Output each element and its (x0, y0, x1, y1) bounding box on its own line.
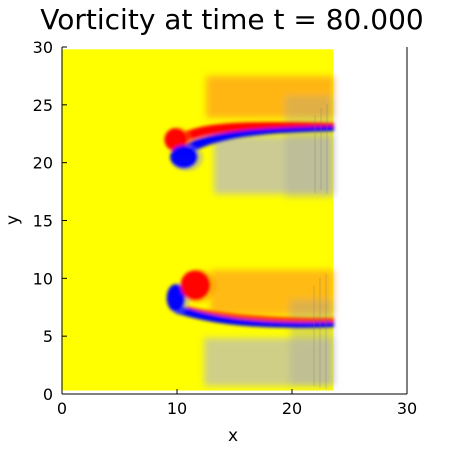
lower-blue-shear (176, 304, 334, 328)
y-tick-label: 15 (33, 212, 53, 231)
y-tick-label: 30 (33, 38, 53, 57)
lower-right-gray (290, 300, 334, 386)
x-ticks: 0 10 20 30 (57, 389, 417, 418)
shear-layers (176, 122, 334, 328)
upper-blue-shear (176, 126, 334, 156)
x-axis-label: x (228, 426, 238, 446)
positive-vortex-3 (180, 270, 211, 301)
y-tick-label: 25 (33, 96, 53, 115)
x-tick-label: 20 (282, 399, 302, 418)
vortex-markers (164, 127, 217, 315)
y-tick-label: 20 (33, 154, 53, 173)
upper-right-gray (285, 96, 334, 198)
chart-title: Vorticity at time t = 80.000 (40, 3, 423, 36)
plot-area (62, 49, 334, 391)
y-tick-label: 5 (43, 327, 53, 346)
positive-vortex-0 (164, 127, 188, 152)
y-tick-label: 0 (43, 385, 53, 404)
y-axis-label: y (3, 215, 23, 225)
x-tick-label: 10 (167, 399, 187, 418)
negative-vortex-2 (166, 284, 186, 312)
x-tick-label: 30 (397, 399, 417, 418)
y-tick-label: 10 (33, 269, 53, 288)
x-tick-label: 0 (57, 399, 67, 418)
right-boundary-stripes (313, 104, 328, 389)
y-ticks: 0 5 10 15 20 25 30 (33, 38, 67, 404)
negative-vortex-1 (170, 145, 198, 169)
wake-shading (204, 76, 334, 386)
